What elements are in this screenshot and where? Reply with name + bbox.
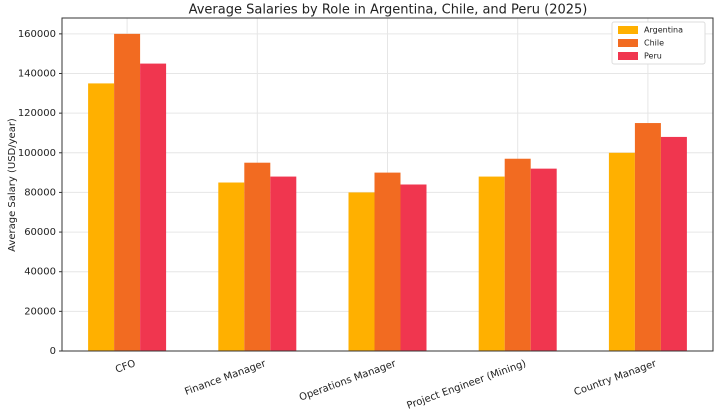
bar xyxy=(114,33,141,351)
legend-label: Chile xyxy=(644,39,664,48)
y-tick-label: 100000 xyxy=(18,148,56,159)
bar xyxy=(634,123,661,351)
bar xyxy=(88,83,115,352)
y-tick-label: 120000 xyxy=(18,108,56,119)
bar xyxy=(660,136,687,351)
chart-title: Average Salaries by Role in Argentina, C… xyxy=(189,3,588,18)
x-tick-label: Country Manager xyxy=(573,358,659,398)
bar xyxy=(374,172,401,351)
y-tick-label: 40000 xyxy=(24,267,56,278)
plot-frame xyxy=(61,17,714,352)
y-tick-label: 80000 xyxy=(24,187,56,198)
y-axis-label: Average Salary (USD/year) xyxy=(7,118,18,252)
legend-label: Peru xyxy=(644,52,662,61)
legend-swatch xyxy=(618,39,638,47)
bar xyxy=(400,184,427,351)
bar xyxy=(504,158,531,351)
bar xyxy=(218,182,245,351)
legend-swatch xyxy=(618,26,638,34)
y-tick-label: 20000 xyxy=(24,306,56,317)
bar xyxy=(608,152,635,351)
bar xyxy=(530,168,557,351)
bar xyxy=(478,176,505,351)
bar xyxy=(348,192,375,351)
x-tick-label: Finance Manager xyxy=(183,358,268,398)
bar xyxy=(244,162,271,351)
y-tick-label: 140000 xyxy=(18,69,56,80)
y-tick-label: 60000 xyxy=(24,227,56,238)
legend-label: Argentina xyxy=(644,26,683,35)
legend-swatch xyxy=(618,52,638,60)
bar xyxy=(140,63,167,351)
bar xyxy=(270,176,297,351)
y-tick-label: 0 xyxy=(50,346,56,357)
x-tick-label: CFO xyxy=(114,358,137,375)
x-tick-label: Project Engineer (Mining) xyxy=(405,358,527,410)
y-tick-label: 160000 xyxy=(18,29,56,40)
x-tick-label: Operations Manager xyxy=(298,358,398,404)
